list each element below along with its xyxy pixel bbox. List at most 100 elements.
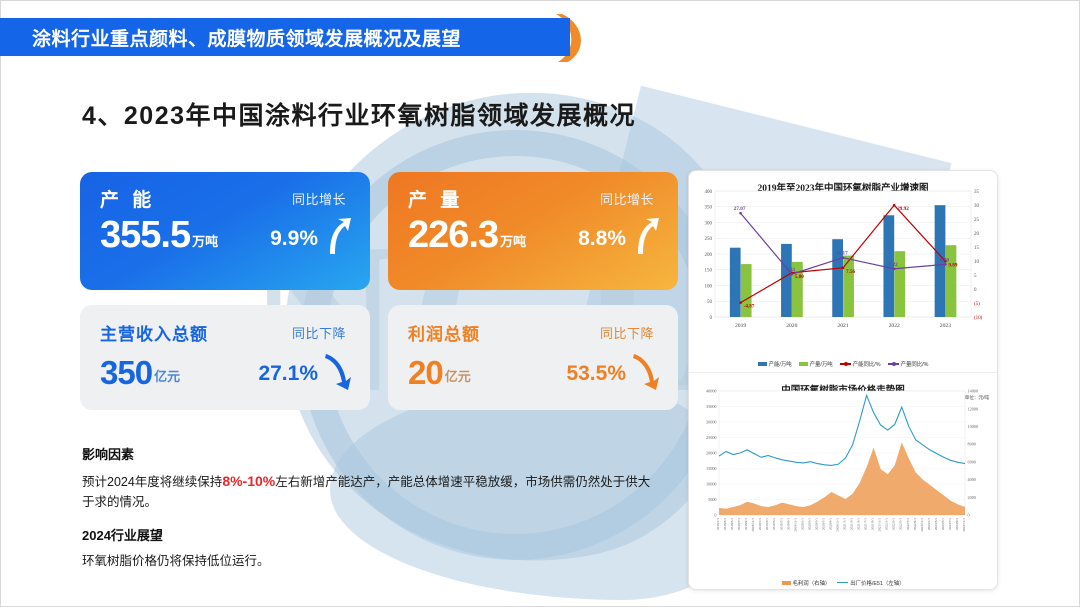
outlook-heading: 2024行业展望 (82, 528, 163, 544)
svg-text:2021/5/1: 2021/5/1 (857, 518, 861, 530)
svg-text:35: 35 (974, 190, 980, 195)
svg-text:50: 50 (707, 300, 713, 305)
kpi-grid: 产 能 同比增长 355.5 万吨 9.9% 产 量 同比增长 226.3 万吨… (80, 172, 678, 420)
kpi-trend-label: 同比增长 (599, 192, 654, 207)
svg-text:5.80: 5.80 (795, 274, 804, 280)
svg-text:0: 0 (968, 513, 970, 518)
svg-text:2019/1/1: 2019/1/1 (758, 518, 762, 530)
kpi-unit: 亿元 (154, 369, 181, 384)
svg-text:2021: 2021 (837, 323, 848, 329)
price-chart-svg: 4000035000300002500020000150001000050000… (706, 389, 978, 532)
svg-text:2018/5/1: 2018/5/1 (730, 518, 734, 530)
svg-text:2022/5/1: 2022/5/1 (899, 518, 903, 530)
svg-text:-4.87: -4.87 (744, 304, 755, 310)
svg-text:150: 150 (705, 269, 713, 274)
legend-line-marker (837, 582, 849, 584)
svg-text:100: 100 (705, 284, 713, 289)
svg-text:2020/5/1: 2020/5/1 (814, 518, 818, 530)
svg-text:2021/7/1: 2021/7/1 (864, 518, 868, 530)
legend-label: 毛利润（右轴） (792, 581, 831, 587)
factors-paragraph: 预计2024年度将继续保持8%-10%左右新增产能达产，产能总体增速平稳放缓，市… (82, 471, 662, 512)
legend-swatch (781, 581, 791, 585)
chart-title: 2019年至2023年中国环氧树脂产业增速图 (757, 184, 929, 194)
svg-text:12000: 12000 (968, 406, 978, 411)
kpi-header: 利润总额 同比下降 (388, 305, 678, 345)
kpi-value: 355.5 (100, 214, 191, 256)
kpi-body: 226.3 万吨 8.8% (388, 212, 678, 254)
legend-swatch (757, 362, 767, 366)
kpi-body: 20 亿元 53.5% (388, 345, 678, 390)
svg-text:2021/3/1: 2021/3/1 (850, 518, 854, 530)
kpi-label: 产 能 (100, 190, 156, 211)
legend-item: 产能同比/% (839, 360, 881, 368)
svg-text:250: 250 (705, 237, 713, 242)
svg-text:2023/5/1: 2023/5/1 (941, 518, 945, 530)
svg-text:5: 5 (974, 274, 977, 279)
svg-text:0: 0 (974, 288, 977, 293)
outlook-paragraph: 环氧树脂价格仍将保持低位运行。 (82, 554, 270, 569)
svg-text:2021/11/1: 2021/11/1 (878, 518, 882, 532)
svg-text:2020/9/1: 2020/9/1 (828, 518, 832, 530)
svg-text:4000: 4000 (968, 477, 976, 482)
svg-text:2022/9/1: 2022/9/1 (913, 518, 917, 530)
svg-text:2019/7/1: 2019/7/1 (779, 518, 783, 530)
svg-text:25: 25 (974, 218, 980, 223)
svg-text:14000: 14000 (968, 389, 978, 394)
svg-text:11.17: 11.17 (836, 251, 848, 257)
svg-text:2020/1/1: 2020/1/1 (800, 518, 804, 530)
svg-text:0: 0 (714, 513, 716, 518)
header-accent-decoration (556, 14, 581, 62)
svg-text:8000: 8000 (968, 442, 976, 447)
svg-text:2019/3/1: 2019/3/1 (765, 518, 769, 530)
kpi-unit: 万吨 (192, 234, 219, 249)
svg-text:9.89: 9.89 (948, 262, 957, 268)
chart-unit-note: 单位：元/吨 (964, 395, 989, 400)
kpi-header: 产 量 同比增长 (388, 172, 678, 212)
kpi-trend-label: 同比下降 (599, 326, 654, 341)
kpi-unit: 亿元 (444, 369, 471, 384)
svg-text:2018/11/1: 2018/11/1 (751, 518, 755, 532)
svg-text:2022/11/1: 2022/11/1 (920, 518, 924, 532)
svg-text:(5): (5) (974, 302, 980, 307)
svg-text:5000: 5000 (708, 497, 716, 502)
kpi-label: 利润总额 (408, 325, 480, 344)
svg-text:30: 30 (974, 204, 980, 209)
svg-text:2022: 2022 (889, 323, 900, 329)
kpi-header: 主营收入总额 同比下降 (80, 305, 370, 345)
charts-panel: 2019年至2023年中国环氧树脂产业增速图 400 350 300 250 200 15… (688, 170, 998, 590)
svg-text:29.92: 29.92 (897, 206, 909, 212)
legend-label: 产量同比/% (900, 362, 929, 368)
kpi-card-capacity: 产 能 同比增长 355.5 万吨 9.9% (80, 172, 370, 290)
notes-section: 影响因素 预计2024年度将继续保持8%-10%左右新增产能达产，产能总体增速平… (82, 444, 662, 584)
svg-text:2023/11/1: 2023/11/1 (962, 518, 966, 532)
arrow-down-icon (633, 354, 659, 390)
kpi-percent: 27.1% (258, 362, 318, 385)
svg-text:2000: 2000 (968, 495, 976, 500)
svg-text:8.80: 8.80 (940, 257, 949, 263)
kpi-card-revenue: 主营收入总额 同比下降 350 亿元 27.1% (80, 305, 370, 410)
header-banner: 涂料行业重点颜料、成膜物质领域发展概况及展望 (0, 18, 570, 56)
chart-price-trend: 中国环氧树脂市场价格走势图 单位：元/吨 4000035000300002500… (689, 373, 997, 589)
svg-text:40000: 40000 (706, 389, 716, 394)
svg-text:15000: 15000 (706, 466, 716, 471)
svg-text:0: 0 (710, 316, 713, 321)
svg-text:2019/11/1: 2019/11/1 (793, 518, 797, 532)
svg-text:6000: 6000 (968, 459, 976, 464)
legend-line-marker (839, 362, 851, 366)
kpi-percent: 9.9% (270, 227, 318, 250)
factors-text-pre: 预计2024年度将继续保持 (82, 475, 223, 489)
arrow-up-icon (330, 218, 351, 254)
svg-text:2020: 2020 (786, 323, 797, 329)
kpi-label: 产 量 (408, 190, 464, 211)
kpi-label: 主营收入总额 (100, 325, 208, 344)
svg-text:2018/1/1: 2018/1/1 (716, 518, 720, 530)
svg-text:35000: 35000 (706, 404, 716, 409)
svg-text:200: 200 (705, 253, 713, 258)
svg-text:7.22: 7.22 (889, 262, 898, 268)
legend-label: 出厂价格/E51（左轴） (850, 581, 905, 587)
kpi-percent: 8.8% (578, 227, 626, 250)
svg-text:25000: 25000 (706, 435, 716, 440)
growth-chart-legend: 产能/万吨 产量/万吨 产能同比/% 产量同比/% (689, 360, 997, 368)
arrow-up-icon (638, 218, 659, 254)
